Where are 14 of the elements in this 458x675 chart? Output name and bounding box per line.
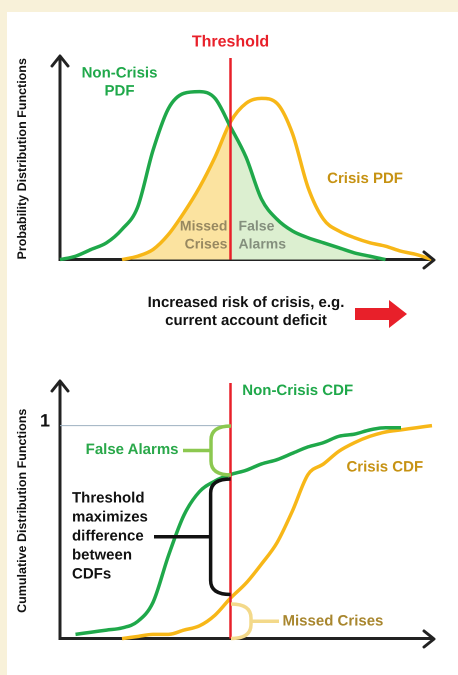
y-axis-title: Cumulative Distribution Functions bbox=[14, 408, 29, 613]
text: Non-Crisis CDF bbox=[242, 382, 354, 399]
y-axis-title: Probability Distribution Functions bbox=[14, 58, 29, 260]
series-label: Non-Crisis PDF bbox=[82, 64, 158, 100]
annotation: Threshold maximizes difference between CDFs bbox=[72, 490, 148, 582]
x-axis-title: Increased risk of crisis, e.g. current account deficit bbox=[148, 294, 344, 330]
series-label: Missed Crises bbox=[180, 217, 228, 252]
text: 1 bbox=[40, 410, 50, 431]
series-label: False Alarms bbox=[238, 217, 286, 252]
series-label: Crisis PDF bbox=[327, 170, 403, 188]
annotation: Missed Crises bbox=[282, 612, 384, 630]
series-label: Crisis CDF bbox=[346, 458, 424, 476]
text: Threshold bbox=[192, 33, 270, 50]
annotation: False Alarms bbox=[86, 441, 178, 458]
